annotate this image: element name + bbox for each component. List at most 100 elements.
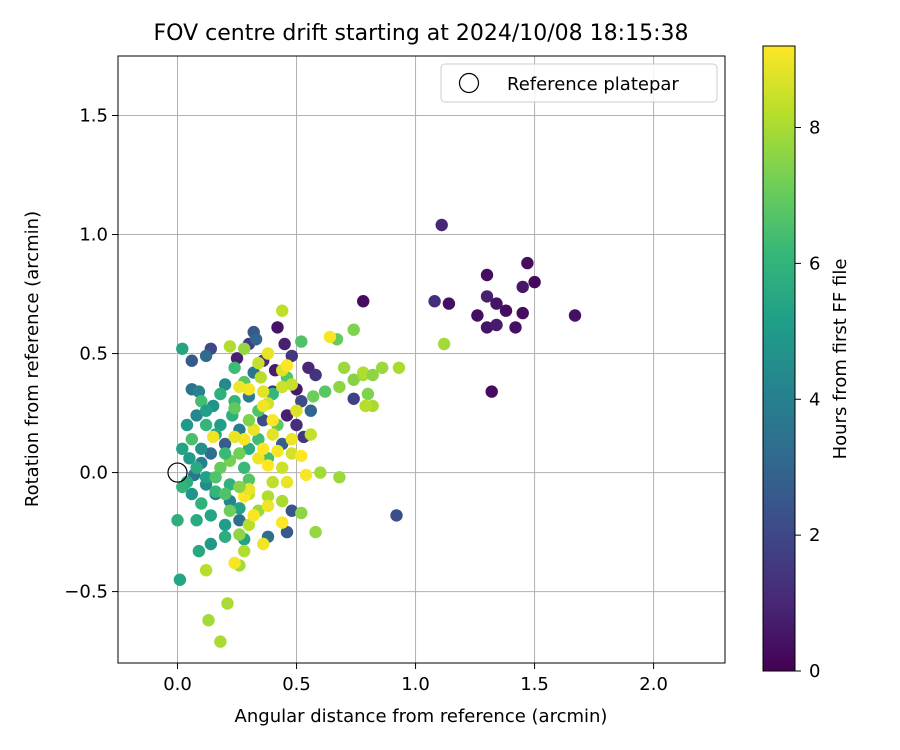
data-point (214, 418, 227, 432)
data-point (180, 418, 194, 432)
colorbar-tick-label: 4 (809, 389, 820, 410)
data-point (299, 468, 313, 482)
data-point (314, 466, 327, 479)
data-point (490, 318, 503, 332)
data-point (568, 309, 582, 322)
data-point (195, 395, 208, 408)
data-point (276, 516, 289, 529)
data-point (199, 349, 213, 363)
data-point (280, 475, 294, 489)
data-point (347, 392, 360, 405)
data-point (337, 361, 351, 374)
data-point (276, 494, 289, 508)
data-point (218, 518, 232, 532)
data-point (480, 268, 494, 282)
data-point (223, 504, 237, 517)
chart-title: FOV centre drift starting at 2024/10/08 … (154, 21, 689, 46)
data-point (499, 304, 513, 317)
data-point (195, 442, 208, 455)
data-point (171, 514, 184, 527)
data-point (304, 404, 317, 417)
data-point (190, 409, 203, 422)
data-point (190, 461, 203, 474)
data-point (480, 290, 494, 303)
data-point (528, 275, 541, 289)
legend-box (440, 63, 718, 103)
data-point (361, 387, 375, 401)
data-point (392, 361, 406, 374)
data-point (295, 449, 308, 463)
legend: Reference platepar (440, 63, 718, 103)
data-point (257, 399, 270, 413)
data-point (347, 323, 360, 336)
data-point (238, 433, 251, 446)
data-point (257, 537, 270, 551)
data-point (247, 509, 260, 522)
data-point (204, 537, 217, 551)
data-point (214, 635, 227, 648)
data-point (471, 309, 484, 322)
data-point (257, 442, 270, 455)
data-point (285, 378, 298, 391)
data-point (199, 564, 213, 577)
x-tick-label: 2.0 (639, 674, 668, 695)
data-point (295, 395, 308, 408)
data-point (252, 433, 265, 446)
data-point (357, 295, 370, 308)
data-point (176, 442, 189, 455)
data-point (428, 295, 441, 308)
data-point (280, 525, 294, 539)
data-point (176, 342, 189, 355)
data-point (185, 433, 198, 446)
data-point (207, 430, 220, 444)
data-point (238, 461, 251, 474)
data-point (357, 366, 370, 379)
data-point (271, 321, 284, 334)
data-point (233, 380, 246, 394)
data-point (521, 256, 534, 270)
data-point (366, 368, 379, 382)
data-point (295, 506, 308, 520)
data-point (276, 304, 289, 317)
legend-marker-reference (458, 72, 480, 94)
data-point (318, 385, 332, 398)
data-point (242, 414, 256, 427)
data-point (228, 361, 241, 374)
x-tick-label: 1.5 (520, 674, 549, 695)
data-point (233, 502, 246, 515)
data-point (204, 509, 217, 522)
data-point (280, 359, 294, 372)
data-point (233, 480, 246, 494)
data-point (173, 573, 187, 586)
data-point (214, 461, 227, 474)
data-point (185, 487, 198, 501)
data-point (323, 330, 337, 344)
data-point (271, 444, 284, 458)
data-point (192, 544, 206, 558)
colorbar-tick-label: 2 (809, 525, 820, 546)
data-point (214, 387, 227, 401)
y-tick-label: 0.0 (79, 463, 108, 484)
data-point (307, 390, 320, 403)
data-point (480, 321, 494, 334)
colorbar (762, 45, 796, 672)
data-point (285, 504, 298, 517)
data-point (233, 528, 246, 541)
data-point (247, 423, 260, 436)
data-point (304, 428, 317, 441)
data-point (309, 525, 322, 539)
data-point (261, 490, 275, 503)
data-point (199, 404, 213, 417)
y-axis-label: Rotation from reference (arcmin) (22, 211, 43, 507)
data-point (199, 471, 213, 484)
data-point (266, 428, 279, 441)
x-tick-label: 0.5 (282, 674, 311, 695)
data-point (295, 335, 308, 348)
data-point (285, 433, 298, 446)
data-point (442, 297, 456, 310)
data-point (223, 478, 237, 491)
y-tick-label: 1.5 (79, 106, 108, 127)
data-point (209, 485, 222, 498)
data-point (309, 368, 322, 382)
